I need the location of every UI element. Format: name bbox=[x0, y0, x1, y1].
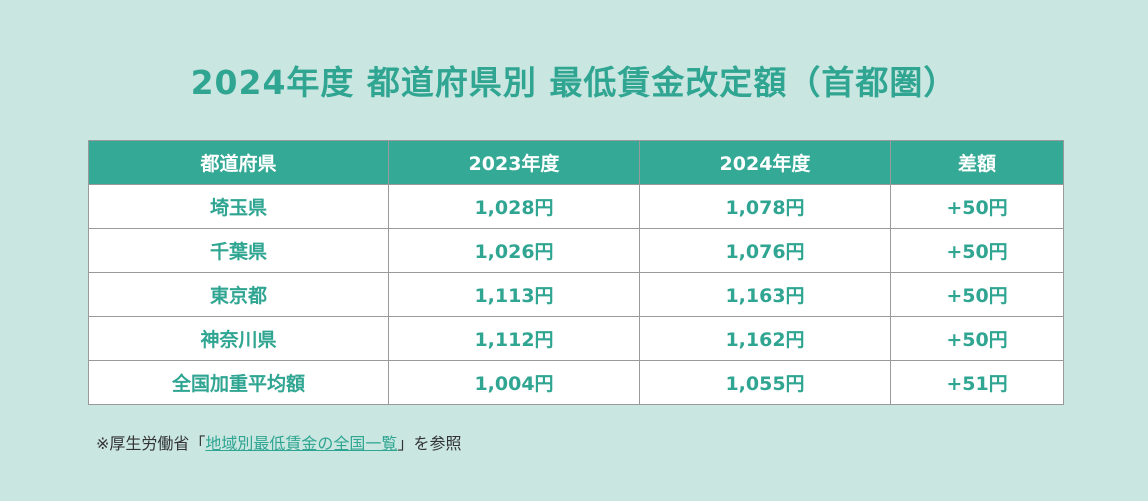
header-difference: 差額 bbox=[890, 140, 1064, 185]
table-row: 全国加重平均額 1,004円 1,055円 +51円 bbox=[88, 360, 1064, 405]
difference-cell: +50円 bbox=[890, 272, 1064, 317]
difference-cell: +50円 bbox=[890, 184, 1064, 229]
difference-cell: +51円 bbox=[890, 360, 1064, 405]
wage-2024-cell: 1,078円 bbox=[639, 184, 891, 229]
table-row: 埼玉県 1,028円 1,078円 +50円 bbox=[88, 184, 1064, 229]
source-link[interactable]: 地域別最低賃金の全国一覧 bbox=[205, 434, 398, 453]
source-footnote: ※厚生労働省「地域別最低賃金の全国一覧」を参照 bbox=[96, 430, 461, 454]
prefecture-cell: 全国加重平均額 bbox=[88, 360, 389, 405]
wage-2023-cell: 1,028円 bbox=[388, 184, 640, 229]
minimum-wage-table: 都道府県 2023年度 2024年度 差額 埼玉県 1,028円 1,078円 … bbox=[88, 140, 1064, 405]
prefecture-cell: 埼玉県 bbox=[88, 184, 389, 229]
wage-2023-cell: 1,004円 bbox=[388, 360, 640, 405]
header-prefecture: 都道府県 bbox=[88, 140, 389, 185]
wage-2024-cell: 1,076円 bbox=[639, 228, 891, 273]
difference-cell: +50円 bbox=[890, 316, 1064, 361]
prefecture-cell: 神奈川県 bbox=[88, 316, 389, 361]
prefecture-cell: 千葉県 bbox=[88, 228, 389, 273]
table-row: 千葉県 1,026円 1,076円 +50円 bbox=[88, 228, 1064, 273]
header-2024: 2024年度 bbox=[639, 140, 891, 185]
wage-2023-cell: 1,026円 bbox=[388, 228, 640, 273]
prefecture-cell: 東京都 bbox=[88, 272, 389, 317]
wage-2024-cell: 1,163円 bbox=[639, 272, 891, 317]
table-row: 東京都 1,113円 1,163円 +50円 bbox=[88, 272, 1064, 317]
footnote-prefix: ※厚生労働省「 bbox=[96, 434, 206, 453]
wage-2023-cell: 1,112円 bbox=[388, 316, 640, 361]
wage-2024-cell: 1,055円 bbox=[639, 360, 891, 405]
wage-2024-cell: 1,162円 bbox=[639, 316, 891, 361]
table-header-row: 都道府県 2023年度 2024年度 差額 bbox=[88, 140, 1064, 185]
difference-cell: +50円 bbox=[890, 228, 1064, 273]
page-title: 2024年度 都道府県別 最低賃金改定額（首都圏） bbox=[190, 63, 958, 102]
header-2023: 2023年度 bbox=[388, 140, 640, 185]
table-row: 神奈川県 1,112円 1,162円 +50円 bbox=[88, 316, 1064, 361]
wage-2023-cell: 1,113円 bbox=[388, 272, 640, 317]
footnote-suffix: 」を参照 bbox=[397, 434, 462, 453]
